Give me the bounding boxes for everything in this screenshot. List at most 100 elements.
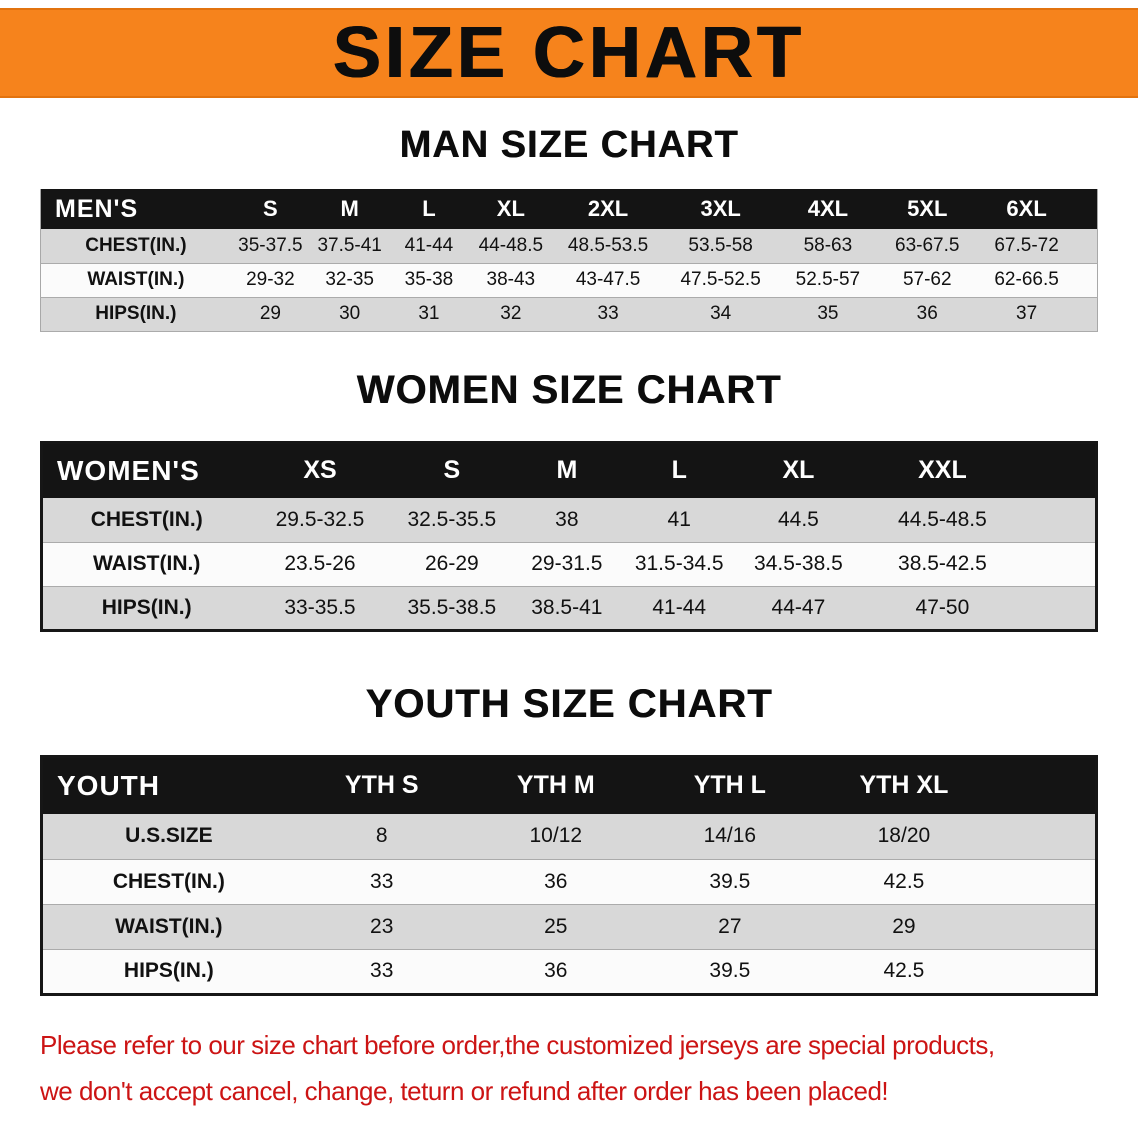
- size-value-cell: 44.5-48.5: [898, 507, 987, 531]
- table-header-row: WOMEN'S XS S M L XL XXL: [41, 442, 1097, 498]
- size-value-cell: 26-29: [425, 552, 479, 575]
- spacer-cell: [991, 859, 1097, 904]
- size-value-cell: 30: [339, 303, 361, 324]
- size-value-cell: 41: [667, 507, 691, 531]
- measurement-row: CHEST(IN.) 33 36 39.5 42.5: [41, 859, 1097, 904]
- youth-size-section: YOUTH SIZE CHART YOUTH YTH S YTH M YTH L YTH…: [0, 682, 1138, 996]
- size-value-cell: 33: [370, 869, 394, 893]
- size-value-cell: 39.5: [709, 959, 751, 982]
- size-value-cell: 37.5-41: [317, 234, 382, 256]
- size-value-cell: 35: [817, 303, 839, 324]
- size-value-cell: 38.5-41: [531, 595, 603, 619]
- size-column-header: M: [310, 189, 390, 229]
- spacer-cell: [1026, 442, 1097, 498]
- spacer-cell: [990, 756, 1097, 814]
- men-size-table: MEN'S S M L XL 2XL 3XL 4XL 5XL 6XL CHEST(IN.) 35-3…: [40, 189, 1098, 332]
- size-value-cell: 31: [418, 303, 440, 324]
- size-value-cell: 35-38: [404, 269, 454, 290]
- size-value-cell: 47.5-52.5: [680, 269, 761, 290]
- measurement-row: WAIST(IN.) 23.5-26 26-29 29-31.5 31.5-34.5 34…: [41, 542, 1097, 586]
- size-value-cell: 42.5: [883, 869, 925, 893]
- size-value-cell: 8: [375, 824, 388, 848]
- spacer-cell: [991, 814, 1097, 859]
- size-value-cell: 36: [544, 869, 568, 893]
- size-value-cell: 57-62: [902, 269, 952, 290]
- size-value-cell: 38-43: [486, 269, 536, 290]
- measurement-row: CHEST(IN.) 35-37.5 37.5-41 41-44 44-48.5 48.5…: [40, 229, 1098, 263]
- size-value-cell: 44-48.5: [478, 234, 544, 256]
- size-value-cell: 29: [259, 303, 281, 324]
- size-value-cell: 31.5-34.5: [634, 552, 724, 575]
- measurement-label: CHEST(IN.): [90, 507, 203, 531]
- measurement-label: HIPS(IN.): [101, 595, 192, 619]
- size-value-cell: 52.5-57: [795, 269, 861, 290]
- size-value-cell: 29: [892, 914, 916, 938]
- spacer-cell: [1076, 263, 1097, 297]
- size-column-header: YTH XL: [816, 756, 991, 814]
- title-banner: SIZE CHART: [0, 8, 1138, 98]
- size-column-header: YTH M: [468, 756, 643, 814]
- size-value-cell: 34: [710, 303, 732, 324]
- size-value-cell: 42.5: [883, 959, 925, 982]
- size-value-cell: 34.5-38.5: [754, 552, 843, 575]
- size-value-cell: 23: [370, 914, 394, 938]
- women-section-heading: WOMEN SIZE CHART: [356, 367, 782, 412]
- spacer-cell: [1027, 586, 1097, 630]
- size-column-header: 4XL: [778, 189, 878, 229]
- size-value-cell: 18/20: [877, 824, 931, 848]
- measurement-row: WAIST(IN.) 29-32 32-35 35-38 38-43 43-47.5 47.…: [40, 263, 1098, 297]
- size-value-cell: 33: [597, 303, 619, 324]
- size-value-cell: 33: [370, 959, 394, 982]
- size-value-cell: 25: [544, 914, 568, 938]
- size-value-cell: 10/12: [529, 824, 583, 848]
- women-size-section: WOMEN SIZE CHART WOMEN'S XS S M L XL XXL CHEST…: [0, 368, 1138, 632]
- table-corner-label: MEN'S: [40, 189, 231, 229]
- size-column-header: YTH S: [294, 756, 469, 814]
- size-value-cell: 36: [544, 959, 568, 982]
- size-value-cell: 63-67.5: [895, 234, 960, 256]
- size-column-header: M: [514, 442, 620, 498]
- youth-size-table: YOUTH YTH S YTH M YTH L YTH XL U.S.SIZE 8 10/1…: [40, 754, 1098, 996]
- size-value-cell: 58-63: [803, 234, 853, 256]
- size-value-cell: 27: [718, 914, 742, 938]
- size-value-cell: 41-44: [404, 234, 454, 256]
- measurement-label: HIPS(IN.): [95, 303, 177, 324]
- size-value-cell: 39.5: [709, 869, 751, 893]
- size-column-header: S: [389, 442, 515, 498]
- size-value-cell: 44-47: [771, 595, 826, 619]
- size-column-header: XXL: [858, 442, 1027, 498]
- measurement-row: WAIST(IN.) 23 25 27 29: [41, 904, 1097, 949]
- size-value-cell: 32: [500, 303, 522, 324]
- spacer-cell: [1076, 297, 1097, 331]
- size-value-cell: 29.5-32.5: [275, 507, 365, 531]
- size-column-header: 6XL: [976, 189, 1077, 229]
- youth-section-heading: YOUTH SIZE CHART: [365, 681, 773, 726]
- size-value-cell: 23.5-26: [284, 552, 356, 575]
- size-value-cell: 47-50: [915, 595, 970, 619]
- men-size-section: MAN SIZE CHART MEN'S S M L XL 2XL 3XL 4XL 5XL 6XL…: [0, 124, 1138, 332]
- size-column-header: XS: [250, 442, 390, 498]
- size-value-cell: 33-35.5: [284, 595, 356, 619]
- size-column-header: 2XL: [553, 189, 664, 229]
- size-value-cell: 37: [1016, 303, 1038, 324]
- spacer-cell: [991, 904, 1097, 949]
- size-column-header: L: [619, 442, 739, 498]
- spacer-cell: [991, 949, 1097, 994]
- measurement-row: HIPS(IN.) 29 30 31 32 33 34 35 36 37: [40, 297, 1098, 331]
- page-title: SIZE CHART: [333, 13, 805, 93]
- size-value-cell: 29-31.5: [531, 552, 603, 575]
- size-value-cell: 62-66.5: [994, 269, 1059, 290]
- women-size-table: WOMEN'S XS S M L XL XXL CHEST(IN.) 29.5-32.5 32.…: [40, 440, 1098, 632]
- disclaimer-line-2: we don't accept cancel, change, teturn o…: [40, 1075, 889, 1106]
- measurement-label: U.S.SIZE: [125, 824, 213, 848]
- size-value-cell: 36: [916, 303, 938, 324]
- measurement-label: CHEST(IN.): [112, 869, 225, 893]
- size-value-cell: 35-37.5: [238, 234, 303, 256]
- measurement-label: WAIST(IN.): [93, 552, 201, 575]
- table-corner-label: WOMEN'S: [41, 442, 251, 498]
- size-value-cell: 29-32: [246, 269, 295, 290]
- measurement-row: HIPS(IN.) 33-35.5 35.5-38.5 38.5-41 41-44 44-…: [41, 586, 1097, 630]
- spacer-cell: [1076, 189, 1098, 229]
- size-value-cell: 48.5-53.5: [567, 234, 649, 256]
